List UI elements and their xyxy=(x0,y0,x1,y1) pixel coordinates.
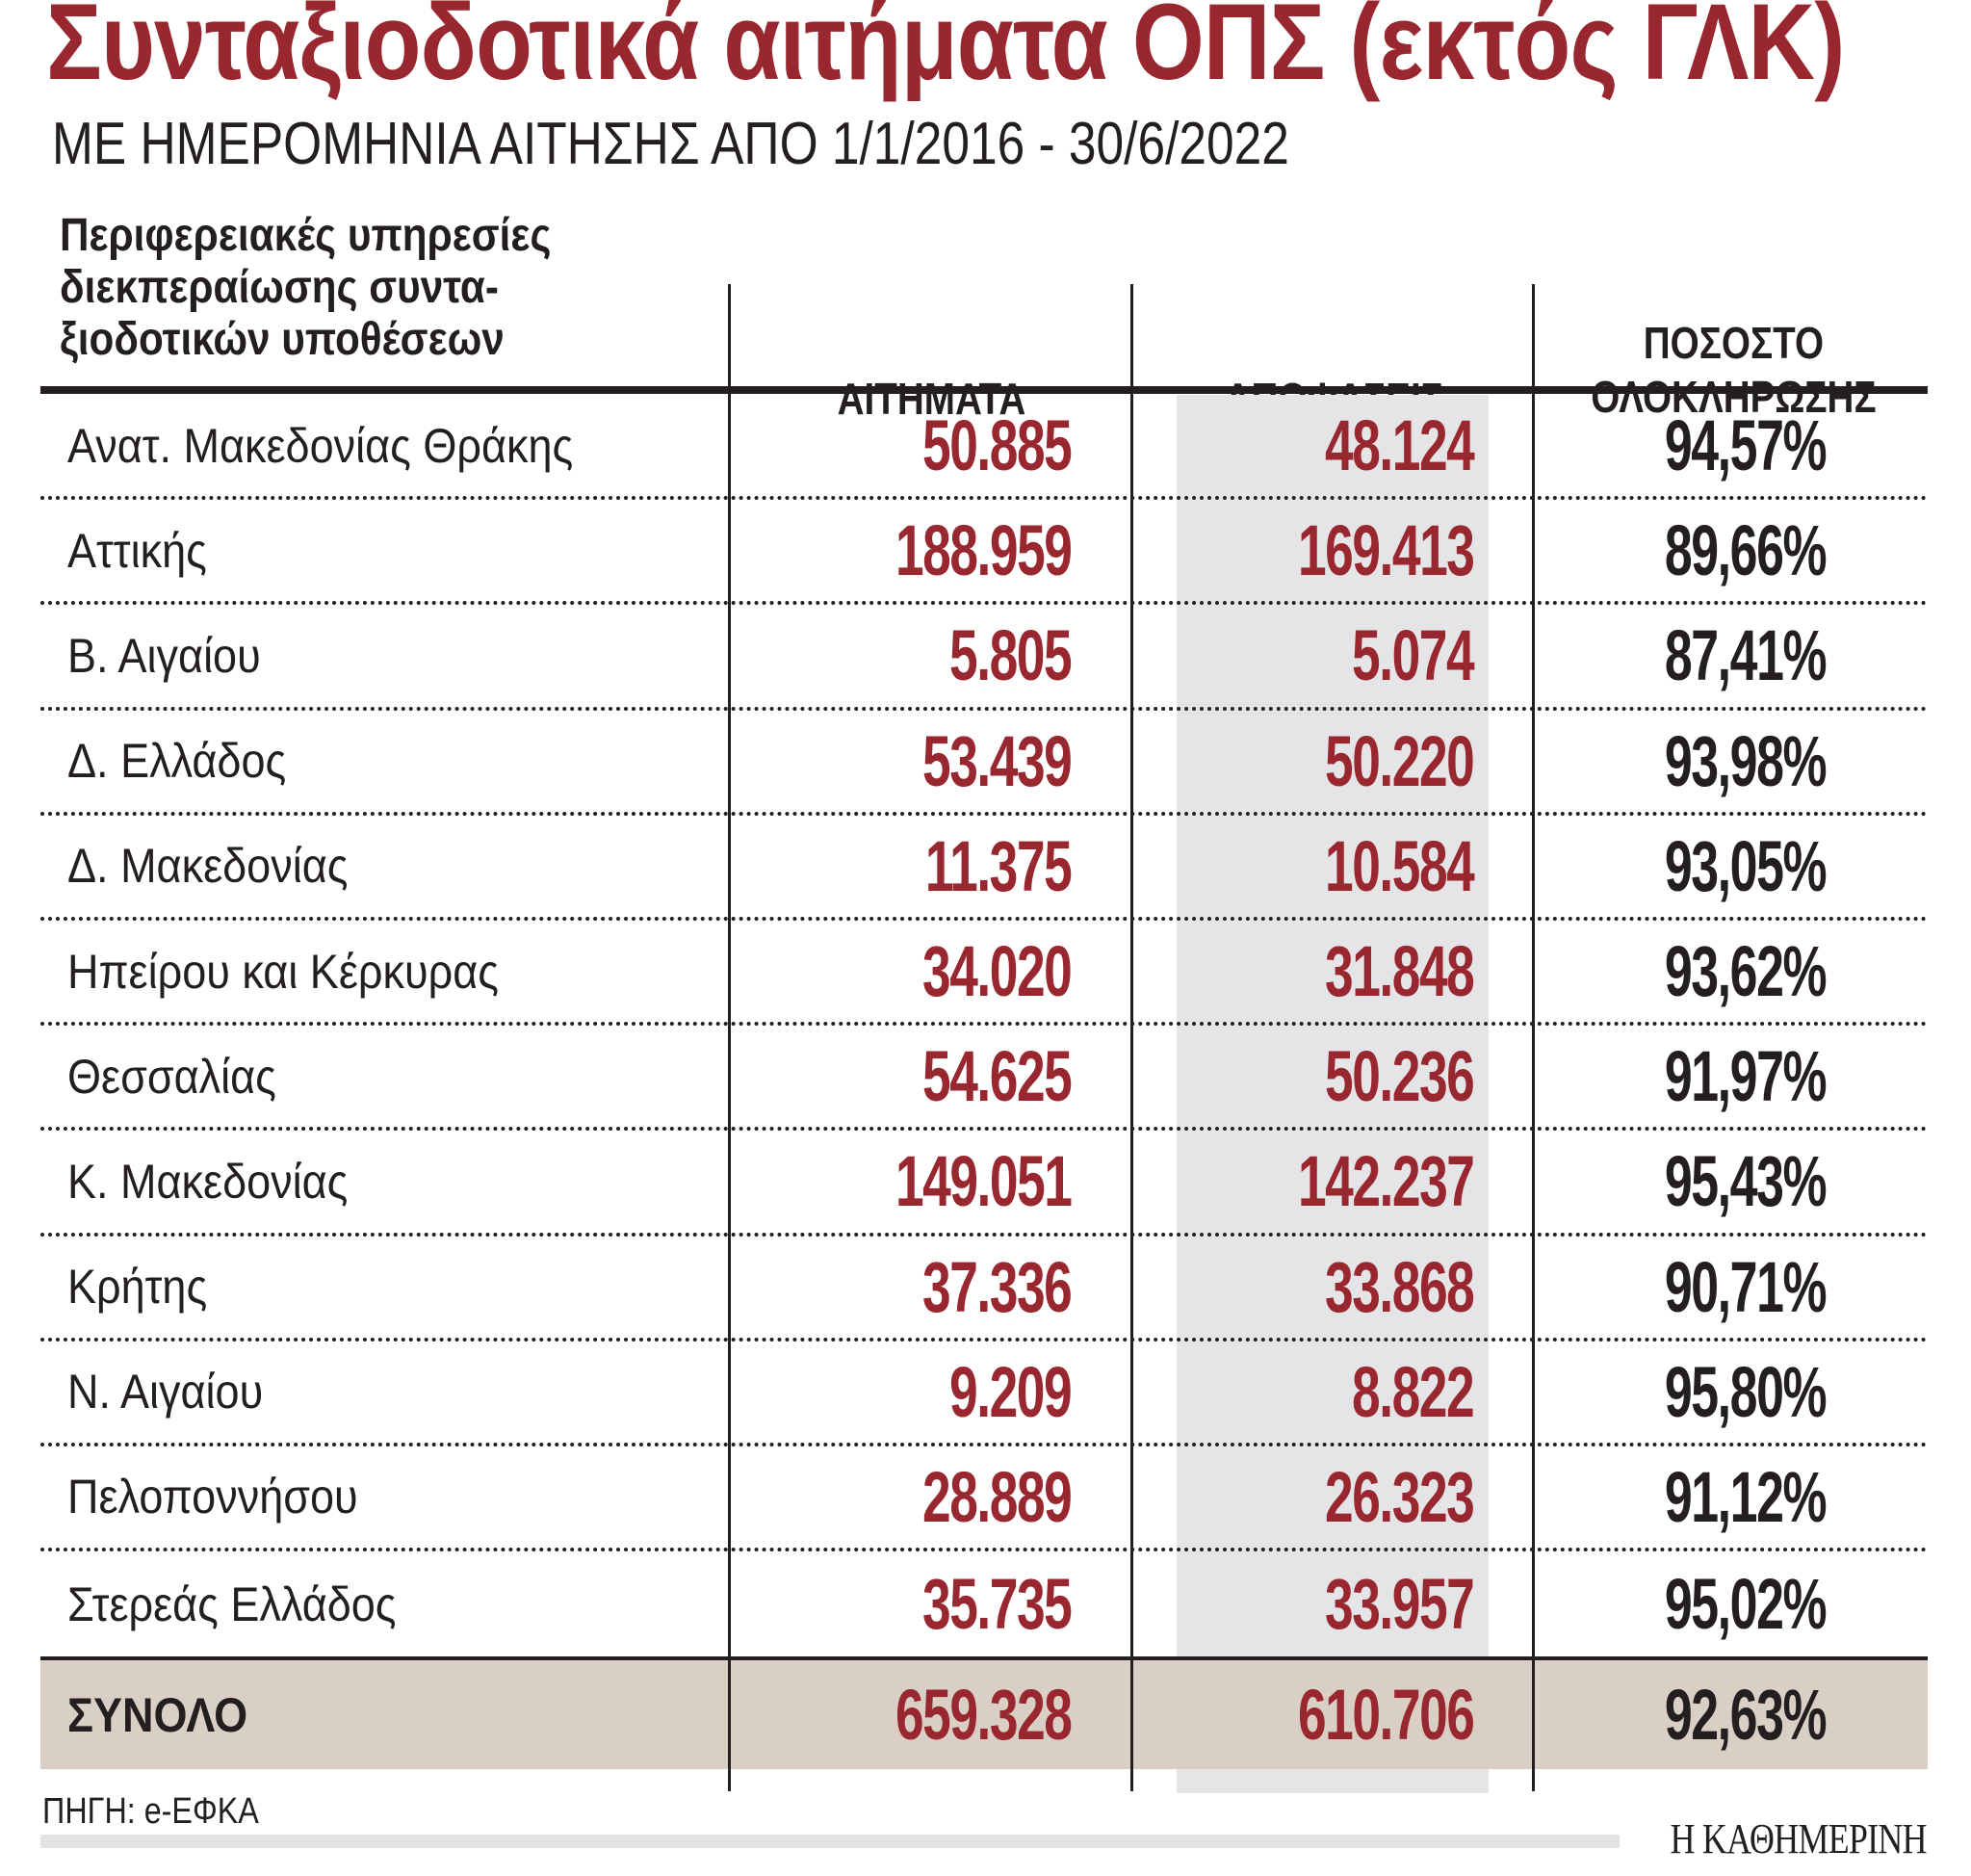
column-header-completion: ΠΟΣΟΣΤΟ ΟΛΟΚΛΗΡΩΣΗΣ xyxy=(1536,262,1931,424)
footer-bar xyxy=(40,1835,1620,1848)
region-cell: Αττικής xyxy=(67,523,207,578)
decisions-cell: 10.584 xyxy=(1324,825,1475,906)
page-title: Συνταξιοδοτικά αιτήματα ΟΠΣ (εκτός ΓΛΚ) xyxy=(46,0,1845,102)
table-row: Ηπείρου και Κέρκυρας 34.020 31.848 93,62… xyxy=(40,921,1928,1027)
total-decisions: 610.706 xyxy=(1297,1675,1474,1755)
decisions-cell: 5.074 xyxy=(1351,615,1475,696)
requests-cell: 5.805 xyxy=(948,615,1073,696)
requests-cell: 28.889 xyxy=(921,1456,1073,1537)
header-rule xyxy=(40,386,1928,394)
region-cell: Θεσσαλίας xyxy=(67,1049,276,1104)
decisions-cell: 50.220 xyxy=(1324,720,1475,801)
region-cell: Δ. Ελλάδος xyxy=(67,734,287,789)
column-divider-1 xyxy=(728,284,731,1791)
region-cell: Στερεάς Ελλάδος xyxy=(67,1576,397,1631)
table-row: Στερεάς Ελλάδος 35.735 33.957 95,02% xyxy=(40,1551,1928,1656)
total-label: ΣΥΝΟΛΟ xyxy=(67,1687,248,1742)
region-cell: Ανατ. Μακεδονίας Θράκης xyxy=(67,418,574,473)
region-cell: Δ. Μακεδονίας xyxy=(67,839,349,894)
requests-cell: 9.209 xyxy=(948,1351,1073,1432)
requests-cell: 37.336 xyxy=(921,1246,1073,1327)
region-cell: Ν. Αιγαίου xyxy=(67,1365,264,1420)
table-row: Δ. Μακεδονίας 11.375 10.584 93,05% xyxy=(40,816,1928,921)
column-divider-1-total xyxy=(728,1656,731,1791)
table-body: Ανατ. Μακεδονίας Θράκης 50.885 48.124 94… xyxy=(40,395,1928,1656)
column-divider-3-total xyxy=(1532,1656,1535,1791)
decisions-cell: 8.822 xyxy=(1351,1351,1475,1432)
table-row: Πελοποννήσου 28.889 26.323 91,12% xyxy=(40,1446,1928,1552)
requests-cell: 34.020 xyxy=(921,931,1073,1012)
completion-cell: 93,62% xyxy=(1664,931,1827,1012)
decisions-cell: 142.237 xyxy=(1297,1141,1474,1222)
completion-cell: 91,97% xyxy=(1664,1036,1827,1117)
total-completion: 92,63% xyxy=(1664,1675,1827,1755)
requests-cell: 149.051 xyxy=(895,1141,1072,1222)
table-row: Θεσσαλίας 54.625 50.236 91,97% xyxy=(40,1026,1928,1132)
decisions-cell: 33.868 xyxy=(1324,1246,1475,1327)
region-cell: Ηπείρου και Κέρκυρας xyxy=(67,944,499,999)
requests-cell: 188.959 xyxy=(895,510,1072,591)
column-divider-2-total xyxy=(1130,1656,1133,1791)
completion-cell: 90,71% xyxy=(1664,1246,1827,1327)
table-row: Β. Αιγαίου 5.805 5.074 87,41% xyxy=(40,605,1928,711)
completion-cell: 89,66% xyxy=(1664,510,1827,591)
completion-cell: 87,41% xyxy=(1664,615,1827,696)
region-cell: Β. Αιγαίου xyxy=(67,628,261,683)
requests-cell: 35.735 xyxy=(921,1564,1073,1645)
decisions-cell: 26.323 xyxy=(1324,1456,1475,1537)
completion-cell: 95,43% xyxy=(1664,1141,1827,1222)
completion-cell: 93,05% xyxy=(1664,825,1827,906)
region-cell: Κ. Μακεδονίας xyxy=(67,1154,349,1209)
table-row: Κρήτης 37.336 33.868 90,71% xyxy=(40,1237,1928,1342)
decisions-cell: 50.236 xyxy=(1324,1036,1475,1117)
column-header-completion-label: ΠΟΣΟΣΤΟ ΟΛΟΚΛΗΡΩΣΗΣ xyxy=(1590,318,1877,422)
total-row: ΣΥΝΟΛΟ 659.328 610.706 92,63% xyxy=(40,1656,1928,1769)
column-divider-2 xyxy=(1130,284,1133,1791)
table-row: Κ. Μακεδονίας 149.051 142.237 95,43% xyxy=(40,1131,1928,1237)
total-requests: 659.328 xyxy=(895,1675,1072,1755)
decisions-cell: 33.957 xyxy=(1324,1564,1475,1645)
table-row: Ανατ. Μακεδονίας Θράκης 50.885 48.124 94… xyxy=(40,395,1928,501)
requests-cell: 11.375 xyxy=(924,825,1073,906)
column-header-requests-label: ΑΙΤΗΜΑΤΑ xyxy=(837,374,1026,424)
column-header-region: Περιφερειακές υπηρεσίες διεκπεραίωσης συ… xyxy=(60,210,552,365)
requests-cell: 54.625 xyxy=(921,1036,1073,1117)
completion-cell: 95,02% xyxy=(1664,1564,1827,1645)
region-cell: Κρήτης xyxy=(67,1260,208,1315)
source-note: ΠΗΓΗ: e-ΕΦΚΑ xyxy=(42,1791,259,1832)
column-divider-3 xyxy=(1532,284,1535,1791)
page-subtitle: ΜΕ ΗΜΕΡΟΜΗΝΙΑ ΑΙΤΗΣΗΣ ΑΠΟ 1/1/2016 - 30/… xyxy=(52,111,1289,177)
completion-cell: 95,80% xyxy=(1664,1351,1827,1432)
requests-cell: 53.439 xyxy=(921,720,1073,801)
completion-cell: 93,98% xyxy=(1664,720,1827,801)
table-row: Δ. Ελλάδος 53.439 50.220 93,98% xyxy=(40,711,1928,816)
region-cell: Πελοποννήσου xyxy=(67,1470,358,1524)
decisions-column-highlight xyxy=(1177,395,1489,1793)
completion-cell: 91,12% xyxy=(1664,1456,1827,1537)
decisions-cell: 48.124 xyxy=(1324,405,1475,486)
column-header-requests: ΑΙΤΗΜΑΤΑ xyxy=(732,318,1131,426)
decisions-cell: 169.413 xyxy=(1297,510,1474,591)
requests-cell: 50.885 xyxy=(921,405,1073,486)
completion-cell: 94,57% xyxy=(1664,405,1827,486)
table-row: Αττικής 188.959 169.413 89,66% xyxy=(40,500,1928,606)
publisher-logo: Η ΚΑΘΗΜΕΡΙΝΗ xyxy=(1670,1815,1928,1863)
table-row: Ν. Αιγαίου 9.209 8.822 95,80% xyxy=(40,1342,1928,1446)
decisions-cell: 31.848 xyxy=(1324,931,1475,1012)
